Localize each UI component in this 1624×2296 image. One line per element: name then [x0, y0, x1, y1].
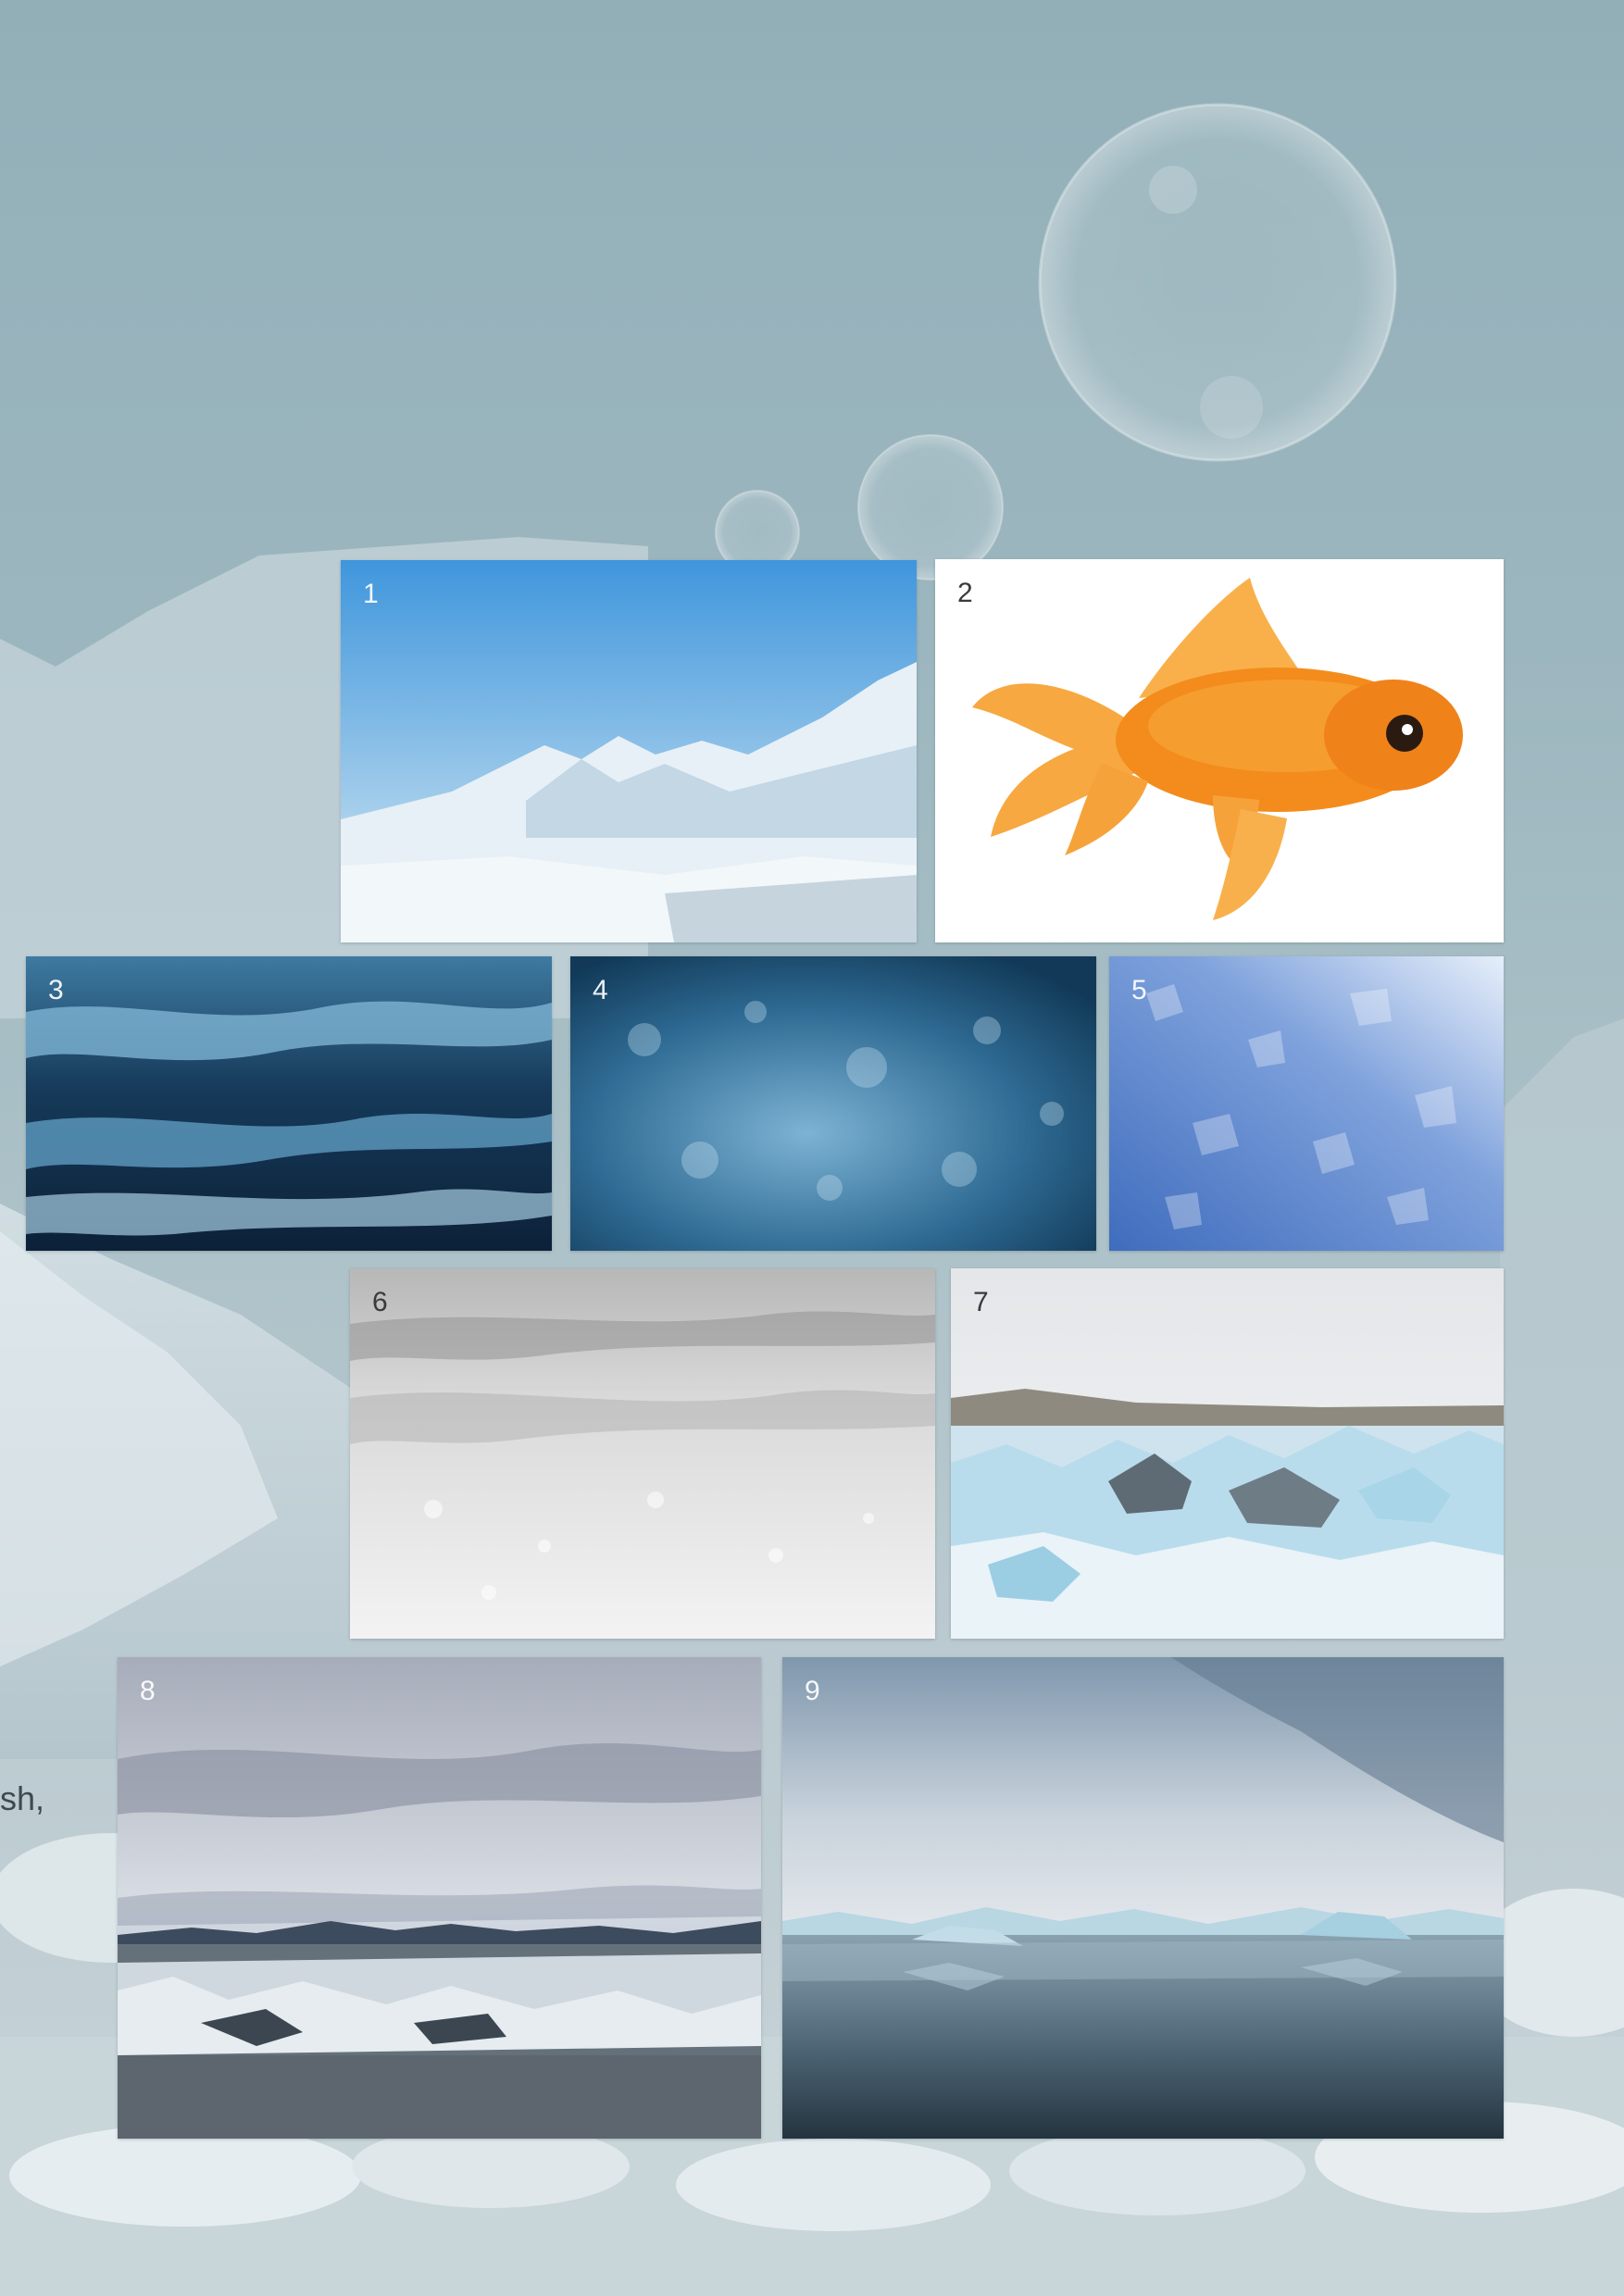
photo-tile-9: 9	[782, 1657, 1504, 2139]
ice-crystals-image	[1109, 956, 1504, 1251]
snowy-mountain-image	[341, 560, 917, 942]
snow-closeup-image	[350, 1268, 935, 1639]
dark-ice-texture-image	[26, 956, 552, 1251]
tile-number: 7	[973, 1287, 989, 1317]
small-bubble	[857, 434, 1004, 580]
tile-number: 5	[1131, 975, 1147, 1005]
cutoff-body-text: sh,	[0, 1779, 45, 1817]
tile-number: 8	[140, 1676, 156, 1706]
photo-tile-3: 3	[26, 956, 552, 1251]
tile-number: 3	[48, 975, 64, 1005]
photo-tile-2: 2	[935, 559, 1504, 942]
tile-number: 2	[957, 578, 973, 608]
goldfish-image	[935, 559, 1504, 942]
photo-tile-1: 1	[341, 560, 917, 942]
photo-tile-7: 7	[951, 1268, 1504, 1639]
tile-number: 6	[372, 1287, 388, 1317]
photo-tile-4: 4	[570, 956, 1096, 1251]
cloudy-lagoon-image	[118, 1657, 761, 2139]
icebergs-reflection-image	[782, 1657, 1504, 2139]
glacier-lagoon-image	[951, 1268, 1504, 1639]
tile-number: 4	[593, 975, 608, 1005]
large-bubble	[1038, 103, 1397, 462]
tile-number: 9	[805, 1676, 820, 1706]
frozen-surface-image	[570, 956, 1096, 1251]
photo-tile-6: 6	[350, 1268, 935, 1639]
photo-tile-8: 8	[118, 1657, 761, 2139]
tile-number: 1	[363, 579, 379, 609]
photo-tile-5: 5	[1109, 956, 1504, 1251]
